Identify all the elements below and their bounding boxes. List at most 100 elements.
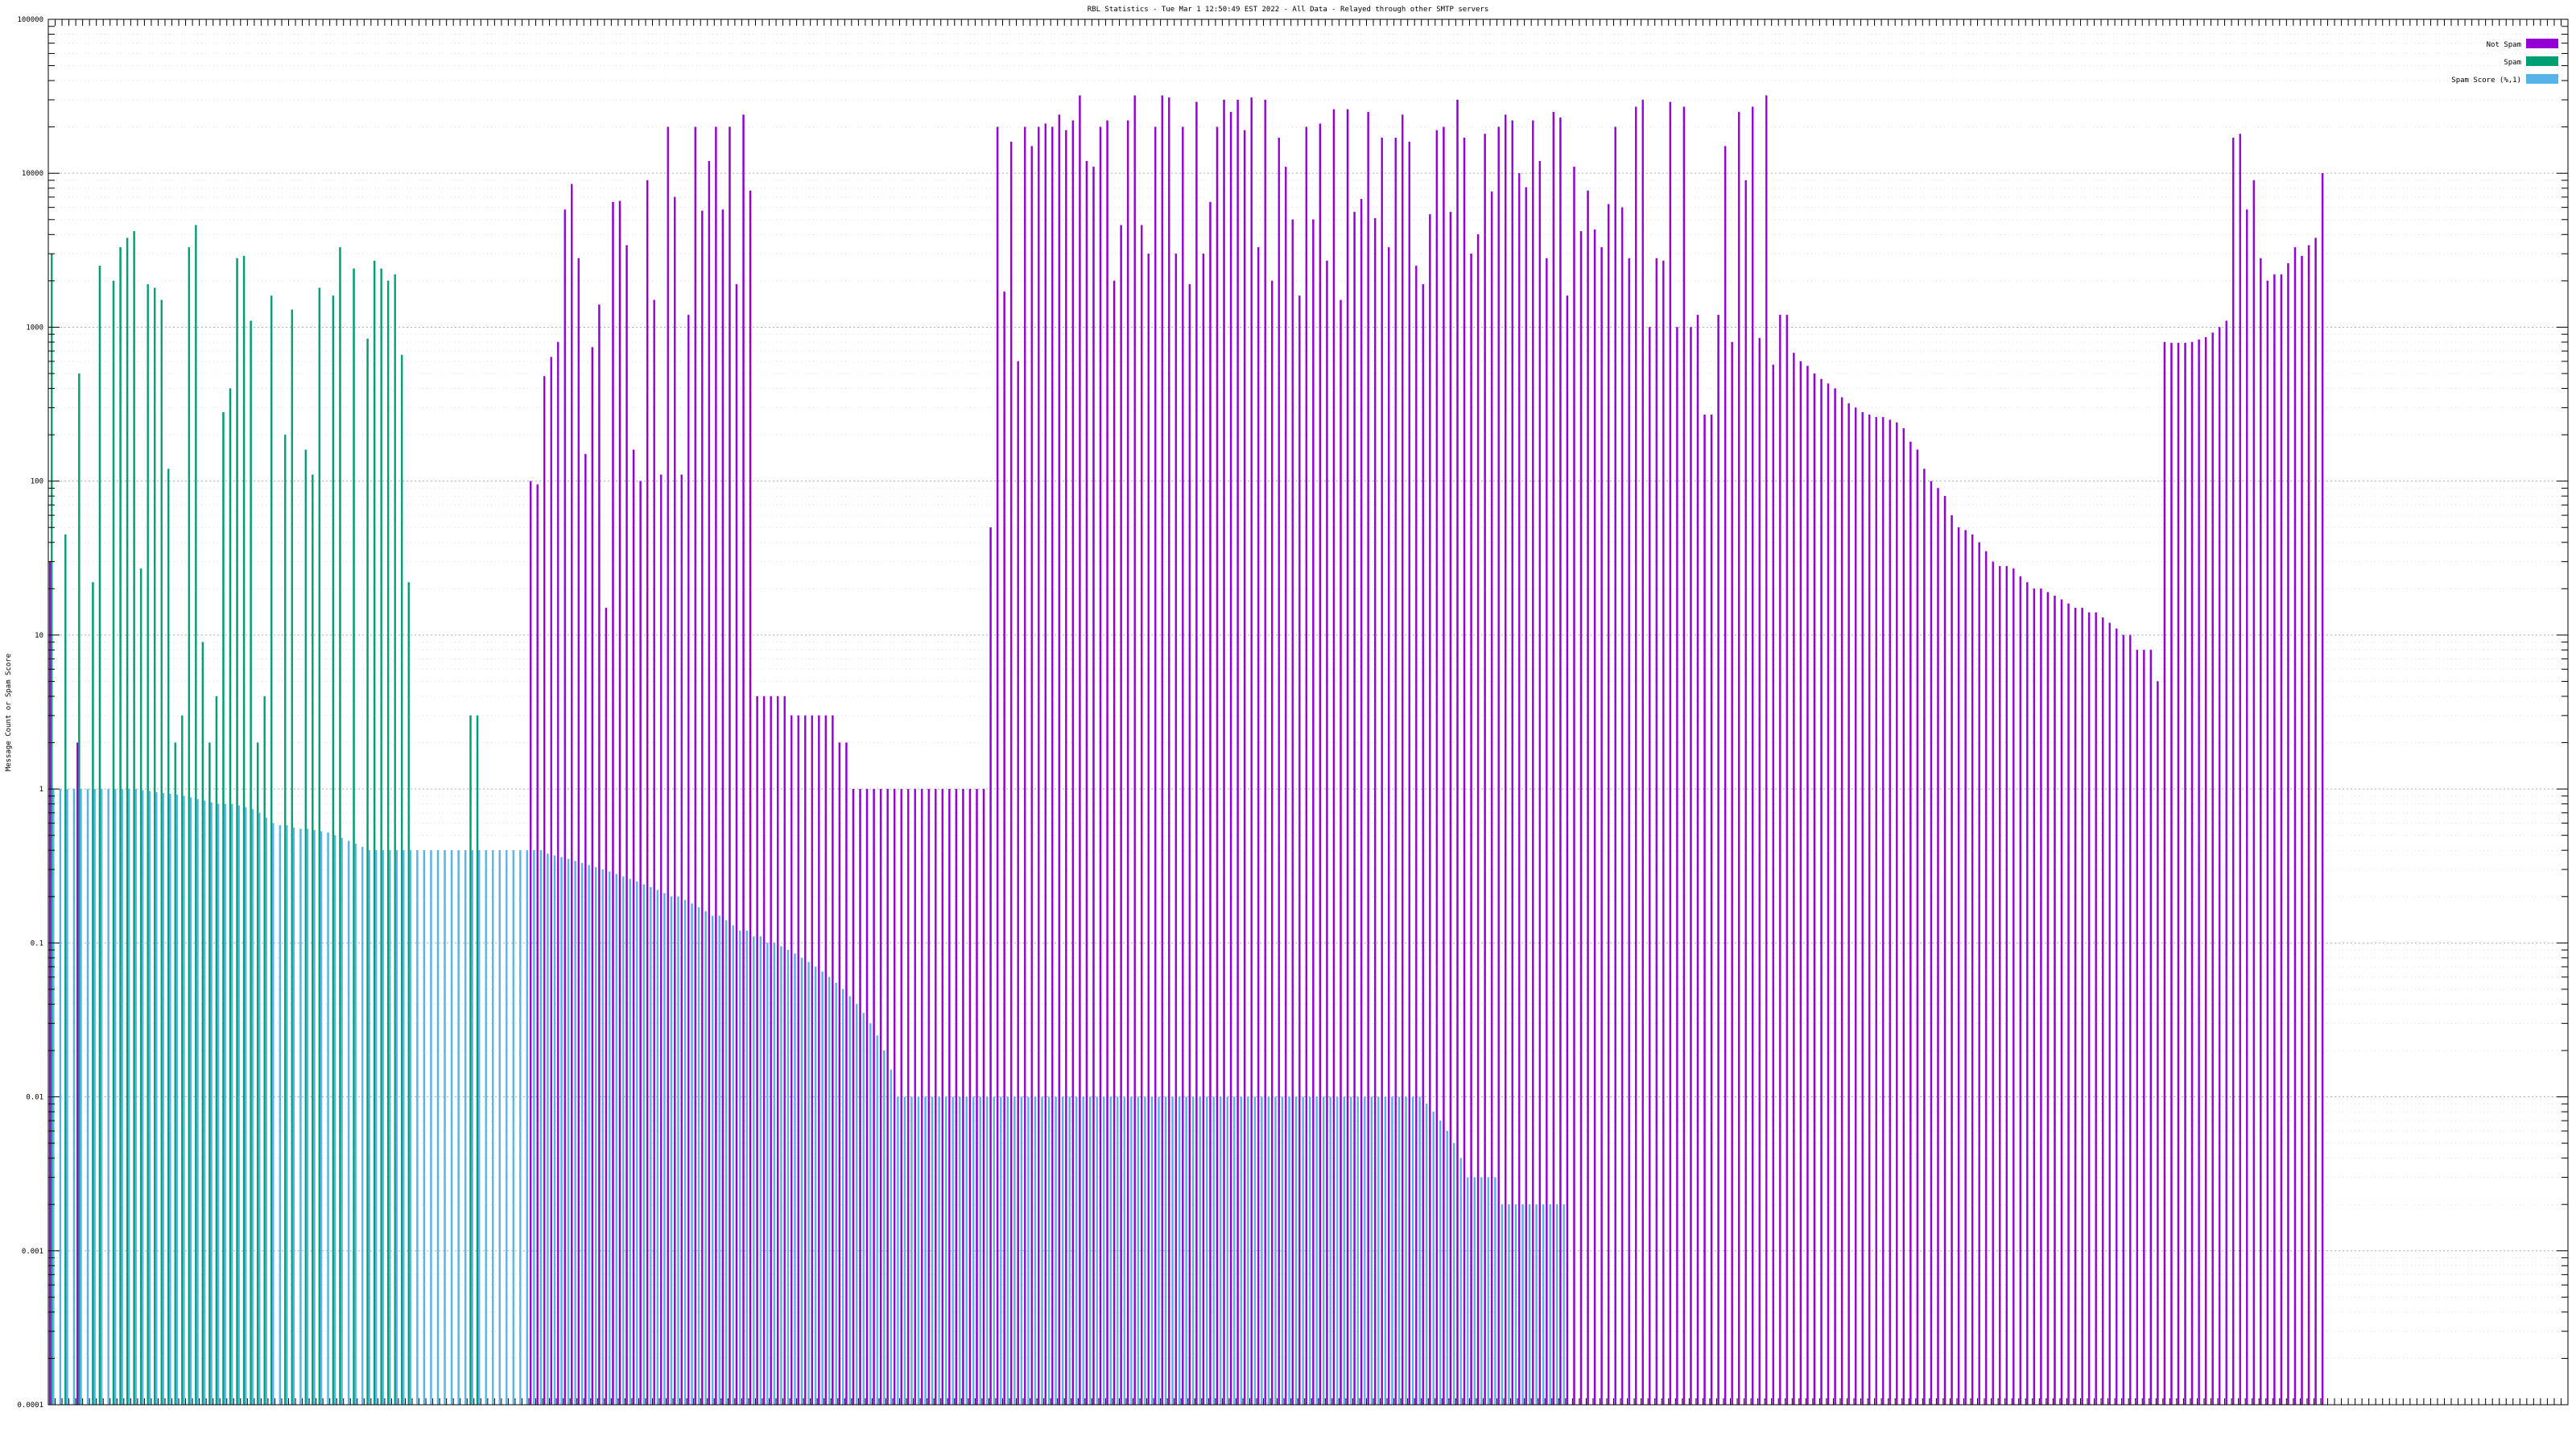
bar-not-spam	[2232, 138, 2235, 1406]
bar-not-spam	[2122, 634, 2124, 1406]
bar-not-spam	[1978, 542, 1980, 1406]
bar-not-spam	[742, 114, 745, 1406]
bar-score	[347, 840, 350, 1406]
bar-not-spam	[1340, 299, 1342, 1406]
bar-not-spam	[1106, 120, 1108, 1406]
bar-not-spam	[1319, 123, 1322, 1406]
bar-spam	[332, 295, 335, 1406]
legend-swatch	[2526, 74, 2558, 84]
bar-not-spam	[1861, 412, 1864, 1406]
bar-not-spam	[1044, 123, 1046, 1406]
bar-not-spam	[674, 196, 676, 1406]
bar-not-spam	[708, 160, 711, 1406]
bar-not-spam	[941, 788, 944, 1406]
bar-not-spam	[1662, 260, 1665, 1406]
axes	[47, 19, 2569, 1406]
bar-not-spam	[1099, 126, 1102, 1406]
bar-spam	[78, 373, 80, 1406]
bar-not-spam	[2095, 612, 2097, 1406]
bar-score	[642, 884, 646, 1406]
bar-score	[416, 850, 419, 1406]
bar-score	[175, 794, 179, 1406]
bar-not-spam	[1614, 126, 1616, 1406]
bar-not-spam	[900, 788, 902, 1406]
bar-spam	[386, 280, 390, 1406]
bar-score	[938, 1096, 940, 1406]
bar-not-spam	[832, 715, 834, 1406]
bar-score	[574, 861, 576, 1406]
bar-not-spam	[2280, 274, 2283, 1406]
bar-spam	[366, 338, 369, 1406]
bar-spam	[407, 582, 410, 1406]
bar-score	[697, 907, 700, 1406]
bar-not-spam	[1737, 111, 1740, 1406]
bar-not-spam	[1195, 101, 1198, 1406]
y-tick-label: 1000	[26, 324, 43, 332]
bar-score	[1185, 1096, 1187, 1406]
bar-score	[512, 850, 515, 1406]
bar-not-spam	[2116, 628, 2118, 1406]
bar-not-spam	[1257, 247, 1260, 1406]
bar-not-spam	[48, 561, 52, 1406]
bar-score	[519, 850, 522, 1406]
bar-not-spam	[818, 715, 820, 1406]
bar-score	[1013, 1096, 1016, 1406]
bar-score	[1055, 1096, 1057, 1406]
bar-not-spam	[1779, 315, 1781, 1406]
bar-not-spam	[982, 788, 985, 1406]
bar-spam	[215, 696, 218, 1406]
bar-not-spam	[1154, 126, 1157, 1406]
bar-score	[506, 850, 508, 1406]
bar-score	[1432, 1111, 1435, 1406]
bar-not-spam	[2054, 595, 2056, 1406]
bar-not-spam	[646, 180, 649, 1406]
bar-not-spam	[536, 484, 539, 1406]
bar-spam	[353, 268, 355, 1406]
bar-spam	[263, 696, 266, 1406]
bar-not-spam	[1552, 111, 1555, 1406]
bar-not-spam	[824, 715, 828, 1406]
bar-score	[1521, 1204, 1524, 1406]
bar-not-spam	[1538, 160, 1542, 1406]
bar-not-spam	[625, 245, 628, 1406]
bar-spam	[339, 247, 341, 1406]
bar-score	[114, 788, 117, 1406]
y-tick-label: 100	[31, 478, 43, 486]
bar-score	[663, 893, 666, 1406]
bar-not-spam	[653, 299, 655, 1406]
bar-not-spam	[543, 376, 546, 1406]
bar-not-spam	[1429, 214, 1431, 1406]
bar-score	[993, 1096, 996, 1406]
bar-score	[1411, 1096, 1414, 1406]
bar-score	[711, 915, 714, 1406]
bar-not-spam	[618, 200, 621, 1406]
bar-not-spam	[1806, 365, 1809, 1406]
bar-spam	[394, 274, 396, 1406]
bar-score	[1308, 1096, 1311, 1406]
bar-score	[258, 812, 261, 1406]
bar-not-spam	[2013, 568, 2015, 1406]
bar-score	[66, 788, 68, 1406]
bar-score	[436, 850, 440, 1406]
bar-score	[134, 788, 137, 1406]
bar-not-spam	[577, 258, 580, 1406]
bar-not-spam	[1511, 120, 1513, 1406]
bar-score	[910, 1096, 913, 1406]
bar-score	[368, 850, 370, 1406]
bar-not-spam	[659, 474, 663, 1406]
bar-not-spam	[1676, 327, 1678, 1406]
bar-not-spam	[1422, 283, 1425, 1406]
bar-score	[1281, 1096, 1284, 1406]
bar-score	[1446, 1130, 1448, 1406]
bar-not-spam	[2040, 588, 2042, 1406]
bar-not-spam	[557, 341, 559, 1406]
bar-not-spam	[1579, 231, 1583, 1406]
bar-score	[835, 982, 837, 1406]
bar-not-spam	[1937, 488, 1939, 1406]
bar-score	[1439, 1121, 1442, 1406]
bar-not-spam	[1120, 225, 1122, 1406]
bar-not-spam	[1999, 566, 2001, 1406]
bar-spam	[201, 642, 204, 1406]
y-tick-labels: 0.0001 0.001 0.01 0.1 1 10 100 1000 10000 100000	[17, 16, 43, 1410]
bar-spam	[195, 225, 197, 1406]
